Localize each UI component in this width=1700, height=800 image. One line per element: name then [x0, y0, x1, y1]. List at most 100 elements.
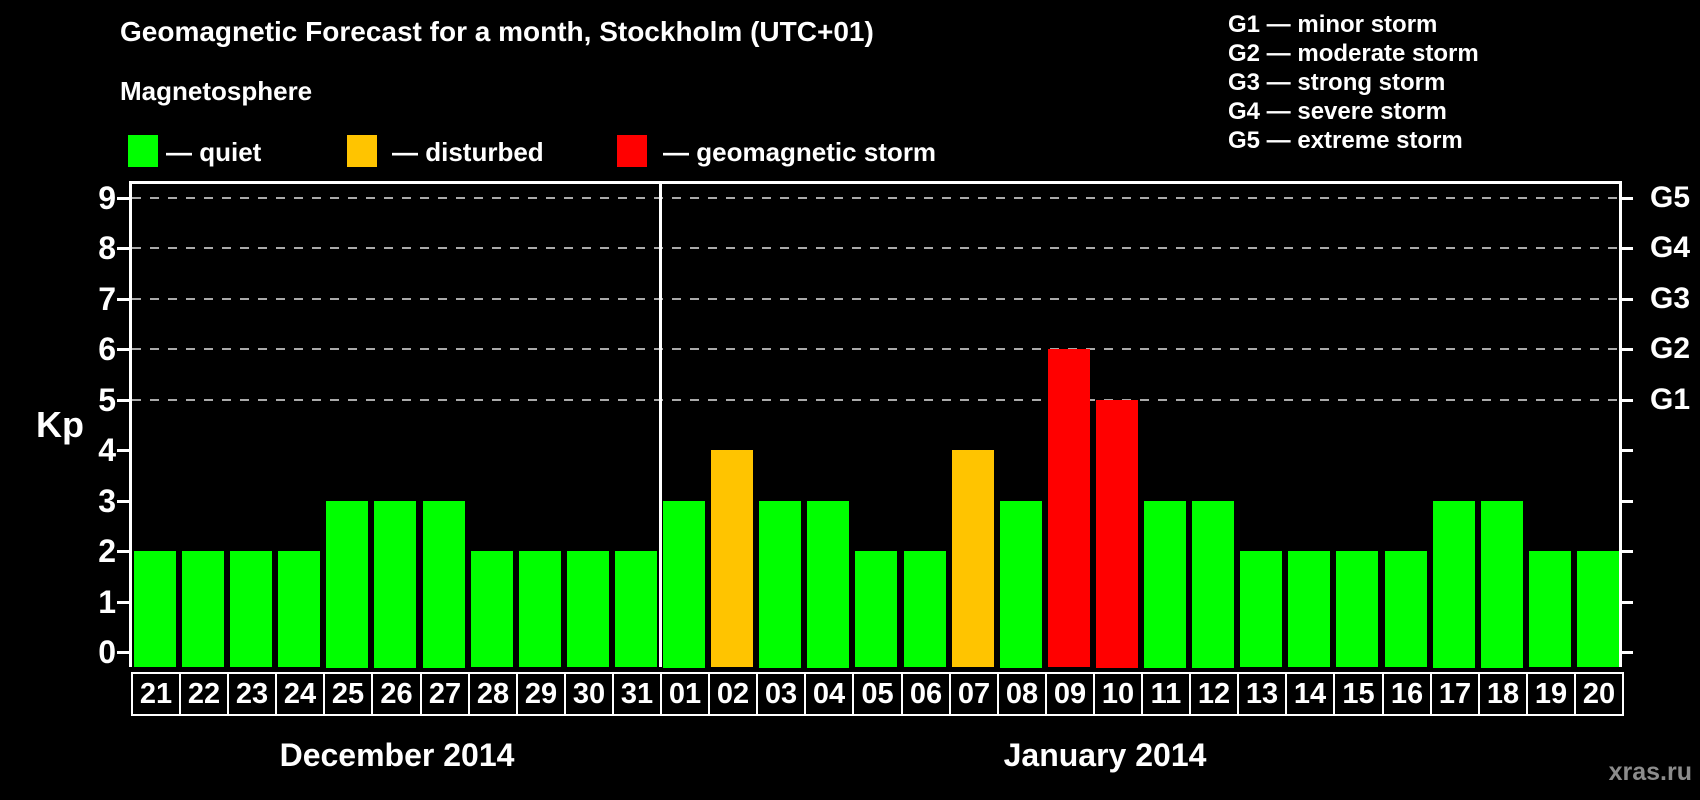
chart-subtitle: Magnetosphere: [120, 76, 313, 106]
y-axis-tick-label: 9: [98, 180, 116, 216]
date-cell: 14: [1285, 672, 1335, 716]
legend-label-storm: — geomagnetic storm: [663, 137, 937, 167]
y-axis-tick: [117, 247, 129, 250]
legend-label-quiet: — quiet: [166, 137, 262, 167]
g-scale-axis-label: G3: [1650, 282, 1691, 315]
kp-bar: [759, 501, 801, 668]
right-axis-tick: [1621, 500, 1633, 503]
y-axis-tick-label: 5: [98, 382, 116, 418]
date-cell: 01: [660, 672, 710, 716]
right-axis-tick: [1621, 399, 1633, 402]
kp-bar: [423, 501, 465, 668]
legend-label-disturbed: — disturbed: [392, 137, 544, 167]
date-cell: 23: [227, 672, 277, 716]
storm-scale-item-g3: G3 — strong storm: [1228, 69, 1446, 96]
right-axis-tick: [1621, 550, 1633, 553]
y-axis-tick: [117, 550, 129, 553]
y-axis-tick-label: 8: [98, 230, 116, 266]
y-axis-tick-label: 7: [98, 281, 116, 317]
legend-swatch-storm-icon: [617, 135, 647, 167]
right-axis-tick: [1621, 348, 1633, 351]
right-axis-tick: [1621, 197, 1633, 200]
kp-bar: [1240, 551, 1282, 667]
y-axis-tick: [117, 298, 129, 301]
kp-bar: [326, 501, 368, 668]
storm-scale-item-g5: G5 — extreme storm: [1228, 127, 1463, 154]
date-cell: 20: [1574, 672, 1624, 716]
date-cell: 12: [1189, 672, 1239, 716]
kp-bar: [1192, 501, 1234, 668]
y-axis-tick-label: 6: [98, 331, 116, 367]
date-cell: 27: [420, 672, 470, 716]
date-cell: 28: [468, 672, 518, 716]
kp-bar: [952, 450, 994, 667]
kp-bar: [230, 551, 272, 667]
kp-bar: [1288, 551, 1330, 667]
y-axis-tick: [117, 449, 129, 452]
kp-bar: [1577, 551, 1619, 667]
right-axis-tick: [1621, 298, 1633, 301]
kp-bar: [519, 551, 561, 667]
kp-bar: [1336, 551, 1378, 667]
kp-bar: [278, 551, 320, 667]
kp-bar: [1144, 501, 1186, 668]
date-cell: 17: [1430, 672, 1480, 716]
gridline: [132, 247, 1621, 249]
right-axis-tick: [1621, 449, 1633, 452]
date-cell: 07: [949, 672, 999, 716]
date-cell: 08: [997, 672, 1047, 716]
y-axis-tick: [117, 651, 129, 654]
date-cell: 16: [1382, 672, 1432, 716]
date-cell: 11: [1141, 672, 1191, 716]
month-label: December 2014: [279, 737, 515, 773]
month-label: January 2014: [1003, 737, 1207, 773]
kp-bar: [567, 551, 609, 667]
kp-bar: [904, 551, 946, 667]
right-axis-tick: [1621, 247, 1633, 250]
g-scale-axis-label: G5: [1650, 181, 1691, 214]
kp-bar: [1481, 501, 1523, 668]
month-divider: [659, 181, 662, 667]
chart-title: Geomagnetic Forecast for a month, Stockh…: [120, 16, 874, 47]
date-cell: 06: [901, 672, 951, 716]
date-cell: 19: [1526, 672, 1576, 716]
storm-scale-legend: G1 — minor storm G2 — moderate storm G3 …: [1228, 10, 1479, 155]
y-axis-tick-label: 2: [98, 533, 116, 569]
y-axis-tick-label: 1: [98, 584, 116, 620]
date-cell: 29: [516, 672, 566, 716]
kp-bar: [807, 501, 849, 668]
plot-area: [129, 181, 1622, 667]
date-cell: 02: [708, 672, 758, 716]
date-cell: 24: [275, 672, 325, 716]
kp-bar: [134, 551, 176, 667]
y-axis-label: Kp: [36, 404, 84, 445]
legend-swatch-quiet-icon: [128, 135, 158, 167]
y-axis-tick: [117, 348, 129, 351]
gridline: [132, 399, 1621, 401]
kp-bar: [1096, 400, 1138, 668]
date-cell: 30: [564, 672, 614, 716]
date-cell: 15: [1333, 672, 1384, 716]
date-cell: 03: [756, 672, 806, 716]
date-cell: 09: [1045, 672, 1095, 716]
g-scale-axis-label: G4: [1650, 231, 1691, 264]
date-cell: 18: [1478, 672, 1528, 716]
storm-scale-item-g4: G4 — severe storm: [1228, 98, 1447, 125]
kp-bar: [374, 501, 416, 668]
y-axis-tick: [117, 601, 129, 604]
kp-bar: [1529, 551, 1571, 667]
y-axis-tick-label: 0: [98, 634, 116, 670]
date-cell: 25: [323, 672, 373, 716]
gridline: [132, 348, 1621, 350]
y-axis-tick: [117, 197, 129, 200]
date-cell: 31: [612, 672, 662, 716]
kp-bar: [615, 551, 657, 667]
kp-bar: [855, 551, 897, 667]
legend-swatch-disturbed-icon: [347, 135, 377, 167]
kp-bar: [1000, 501, 1042, 668]
right-axis-tick: [1621, 651, 1633, 654]
kp-bar: [471, 551, 513, 667]
date-cell: 04: [804, 672, 854, 716]
date-cell: 05: [852, 672, 903, 716]
